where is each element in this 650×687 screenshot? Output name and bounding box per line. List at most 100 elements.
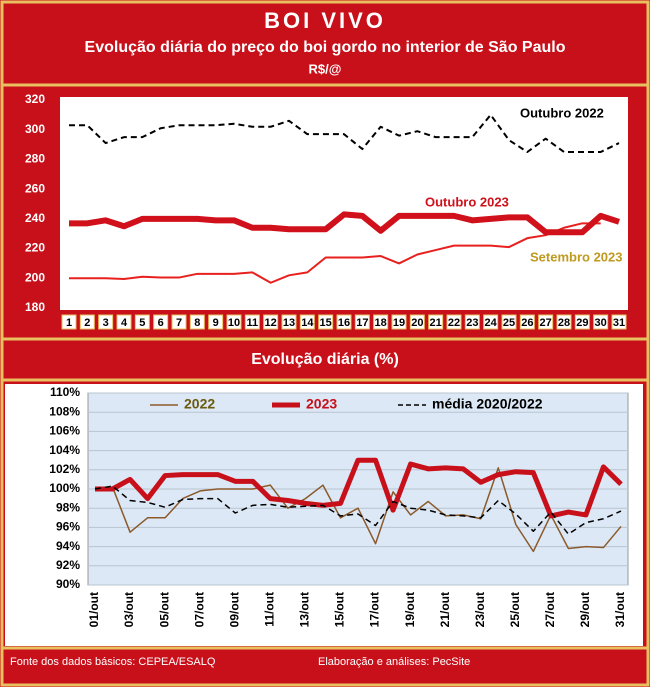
x-tick-label: 8 [194,317,200,329]
x-tick-box [244,314,260,330]
x-tick-label: 9 [213,317,219,329]
source: Fonte dos dados básicos: CEPEA/ESALQ [10,656,216,668]
x-tick-label: 7 [176,317,182,329]
y-tick-label: 280 [25,152,45,166]
x-tick-label: 16 [338,317,350,329]
x-tick-label: 01/out [87,592,101,627]
x-tick-box [134,314,150,330]
x-tick-label: 11/out [263,592,277,627]
x-tick-box [501,314,517,330]
x-tick-label: 31 [613,317,625,329]
x-tick-label: 07/out [192,592,206,627]
plot-area [60,97,628,310]
x-tick-box [336,314,352,330]
x-tick-box [226,314,242,330]
x-tick-label: 21/out [438,592,452,627]
y-tick-label: 106% [49,424,80,438]
x-tick-label: 17/out [368,592,382,627]
x-tick-label: 13/out [298,592,312,627]
y-tick-label: 94% [56,539,80,553]
x-tick-box [574,314,590,330]
x-tick-label: 25 [503,317,515,329]
x-tick-label: 15 [320,317,332,329]
x-tick-label: 03/out [122,592,136,627]
series-label: Outubro 2023 [425,194,509,209]
x-tick-label: 29 [576,317,588,329]
x-tick-box [171,314,187,330]
x-tick-box [79,314,95,330]
x-tick-label: 15/out [333,592,347,627]
series-line [94,485,622,535]
x-tick-label: 19/out [403,592,417,627]
x-tick-box [373,314,389,330]
x-tick-label: 28 [558,317,570,329]
x-tick-box [318,314,334,330]
x-tick-label: 13 [283,317,295,329]
y-tick-label: 100% [49,481,80,495]
x-tick-label: 5 [139,317,145,329]
x-tick-box [299,314,315,330]
x-tick-box [61,314,77,330]
x-tick-label: 12 [265,317,277,329]
x-tick-box [189,314,205,330]
x-tick-label: 30 [595,317,607,329]
x-tick-label: 11 [247,317,259,329]
x-tick-box [446,314,462,330]
x-tick-box [593,314,609,330]
x-tick-label: 14 [301,317,314,329]
x-tick-label: 05/out [157,592,171,627]
x-tick-box [281,314,297,330]
y-tick-label: 90% [56,577,80,591]
title: BOI VIVO [264,8,386,33]
x-tick-label: 26 [521,317,533,329]
x-tick-box [263,314,279,330]
x-tick-label: 23 [466,317,478,329]
x-tick-box [519,314,535,330]
legend-label: 2023 [306,396,337,412]
x-tick-label: 4 [121,317,128,329]
x-tick-box [464,314,480,330]
x-tick-box [428,314,444,330]
x-tick-label: 23/out [473,592,487,627]
x-tick-box [483,314,499,330]
series-label: Setembro 2023 [530,249,623,264]
unit: R$/@ [309,61,342,76]
y-tick-label: 200 [25,270,45,284]
series-label: Outubro 2022 [520,105,604,120]
x-tick-label: 6 [158,317,164,329]
x-tick-label: 21 [430,317,442,329]
y-tick-label: 240 [25,211,45,225]
y-tick-label: 300 [25,122,45,136]
y-tick-label: 98% [56,500,80,514]
x-tick-label: 3 [103,317,109,329]
y-tick-label: 102% [49,462,80,476]
series-line [69,222,601,284]
x-tick-label: 10 [228,317,240,329]
y-tick-label: 110% [50,385,80,399]
x-tick-box [116,314,132,330]
x-tick-label: 1 [66,317,72,329]
x-tick-label: 19 [393,317,405,329]
credits: Elaboração e análises: PecSite [318,656,470,668]
series-line [94,467,622,553]
chart-title: Evolução diária (%) [251,351,399,368]
x-tick-label: 27/out [543,592,557,627]
y-tick-label: 320 [25,92,45,106]
x-tick-box [611,314,627,330]
x-tick-box [556,314,572,330]
subtitle: Evolução diária do preço do boi gordo no… [85,39,566,56]
legend-label: média 2020/2022 [432,396,543,412]
x-tick-box [208,314,224,330]
x-tick-label: 24 [485,317,498,329]
x-tick-box [391,314,407,330]
x-tick-box [153,314,169,330]
x-tick-box [354,314,370,330]
y-tick-label: 96% [56,520,80,534]
x-tick-label: 22 [448,317,460,329]
x-tick-label: 09/out [227,592,241,627]
y-tick-label: 260 [25,181,45,195]
x-tick-box [409,314,425,330]
y-tick-label: 220 [25,241,45,255]
